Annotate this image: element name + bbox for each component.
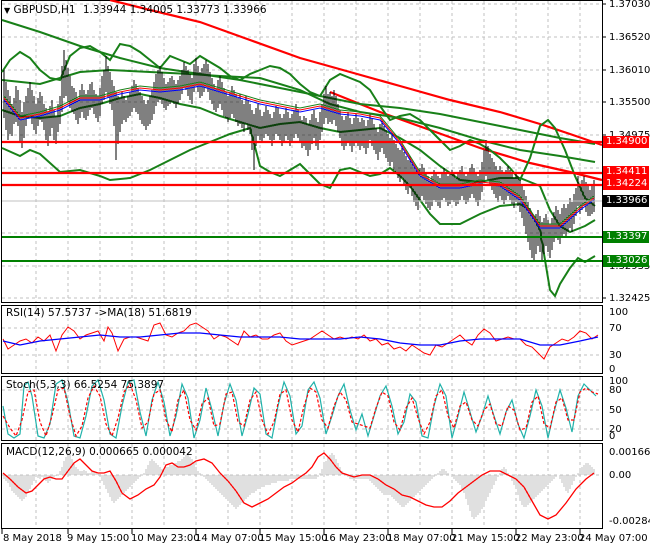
- price-axis-label: 1.37030: [609, 0, 650, 10]
- stochastic-panel[interactable]: Stoch(5,3,3) 66.5254 75.3897 100 80 50 2…: [0, 376, 650, 442]
- time-label: 24 May 07:00: [579, 533, 648, 544]
- macd-histogram: [3, 453, 595, 519]
- chart-title: ▼ GBPUSD,H1 1.33944 1.34005 1.33773 1.33…: [4, 4, 267, 16]
- time-label: 18 May 07:00: [387, 533, 456, 544]
- stochastic-canvas[interactable]: [0, 376, 650, 442]
- rsi-canvas[interactable]: [0, 305, 650, 375]
- time-label: 21 May 15:00: [451, 533, 520, 544]
- macd-axis-label: 0.001666: [609, 447, 650, 458]
- macd-axis-label: -0.002848: [609, 516, 650, 527]
- price-tag-resistance: 1.34411: [603, 166, 649, 178]
- price-chart-canvas[interactable]: [0, 0, 650, 304]
- stoch-axis-label: 20: [609, 424, 622, 435]
- rsi-axis-label: 100: [609, 307, 629, 318]
- time-label: 15 May 15:00: [259, 533, 328, 544]
- time-label: 9 May 15:00: [67, 533, 130, 544]
- symbol-timeframe: GBPUSD,H1: [13, 4, 76, 16]
- time-label: 14 May 07:00: [195, 533, 264, 544]
- price-tag-resistance: 1.34900: [603, 136, 649, 148]
- rsi-panel[interactable]: RSI(14) 57.5737 ->MA(18) 51.6819 100 70 …: [0, 305, 650, 375]
- price-tag-support: 1.33397: [603, 231, 649, 243]
- stochastic-title: Stoch(5,3,3) 66.5254 75.3897: [6, 379, 165, 391]
- time-label: 16 May 23:00: [323, 533, 392, 544]
- stoch-axis-label: 0: [609, 431, 616, 442]
- price-tag-support: 1.33026: [603, 255, 649, 267]
- rsi-axis-label: 0: [609, 364, 616, 375]
- time-label: 22 May 23:00: [515, 533, 584, 544]
- main-price-panel[interactable]: ▼ GBPUSD,H1 1.33944 1.34005 1.33773 1.33…: [0, 0, 650, 304]
- macd-canvas[interactable]: [0, 443, 650, 530]
- price-tag-resistance: 1.34224: [603, 178, 649, 190]
- macd-axis-label: 0.00: [609, 470, 632, 481]
- stoch-axis-label: 50: [609, 405, 622, 416]
- price-tag-current: 1.33966: [603, 195, 649, 207]
- price-axis-label: 1.36010: [609, 65, 650, 76]
- stoch-axis-label: 100: [609, 376, 629, 387]
- triangle-down-icon[interactable]: ▼: [4, 6, 11, 15]
- price-axis-label: 1.35500: [609, 97, 650, 108]
- rsi-axis-label: 30: [609, 350, 622, 361]
- price-axis-label: 1.32425: [609, 293, 650, 304]
- time-label: 10 May 23:00: [131, 533, 200, 544]
- macd-panel[interactable]: MACD(12,26,9) 0.000665 0.000042 0.001666…: [0, 443, 650, 530]
- ohlc-values: 1.33944 1.34005 1.33773 1.33966: [82, 4, 267, 16]
- time-axis[interactable]: [0, 529, 650, 550]
- time-axis-ticks: [1, 529, 581, 534]
- price-axis-label: 1.36520: [609, 32, 650, 43]
- stoch-axis-label: 80: [609, 385, 622, 396]
- price-axis-label: 1.34975: [609, 130, 650, 141]
- macd-title: MACD(12,26,9) 0.000665 0.000042: [6, 446, 193, 458]
- time-label: 8 May 2018: [3, 533, 62, 544]
- rsi-title: RSI(14) 57.5737 ->MA(18) 51.6819: [6, 307, 192, 319]
- rsi-axis-label: 70: [609, 323, 622, 334]
